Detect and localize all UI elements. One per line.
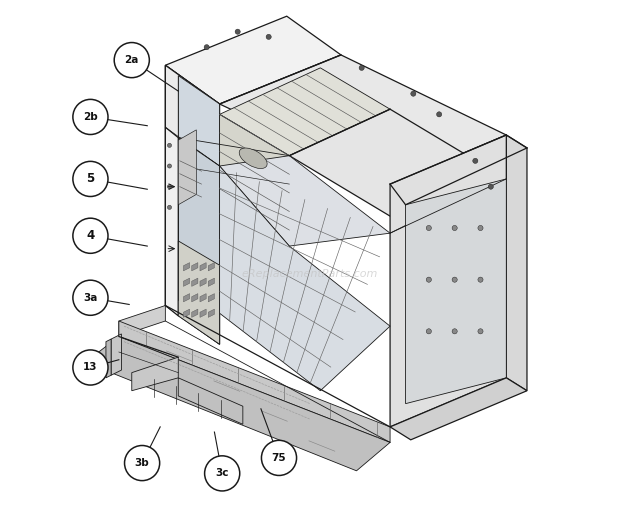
- Polygon shape: [390, 135, 507, 427]
- Polygon shape: [119, 321, 390, 442]
- Polygon shape: [219, 166, 390, 391]
- Polygon shape: [119, 306, 166, 337]
- Circle shape: [167, 143, 172, 148]
- Circle shape: [235, 29, 241, 34]
- Polygon shape: [179, 138, 219, 344]
- Polygon shape: [219, 68, 390, 156]
- Polygon shape: [184, 278, 190, 286]
- Polygon shape: [166, 65, 219, 344]
- Polygon shape: [179, 378, 243, 424]
- Polygon shape: [405, 179, 507, 404]
- Polygon shape: [86, 337, 390, 471]
- Circle shape: [167, 164, 172, 168]
- Circle shape: [478, 225, 483, 231]
- Circle shape: [167, 205, 172, 209]
- Polygon shape: [179, 130, 197, 205]
- Polygon shape: [208, 263, 215, 271]
- Polygon shape: [200, 263, 206, 271]
- Circle shape: [262, 440, 296, 476]
- Circle shape: [452, 277, 457, 282]
- Text: 3b: 3b: [135, 458, 149, 468]
- Polygon shape: [179, 76, 219, 166]
- Circle shape: [73, 218, 108, 253]
- Circle shape: [125, 445, 160, 481]
- Circle shape: [426, 277, 432, 282]
- Circle shape: [73, 162, 108, 196]
- Circle shape: [73, 350, 108, 385]
- Polygon shape: [111, 334, 122, 375]
- Polygon shape: [106, 339, 111, 378]
- Circle shape: [436, 112, 441, 117]
- Polygon shape: [166, 127, 179, 316]
- Polygon shape: [184, 263, 190, 271]
- Polygon shape: [166, 65, 219, 127]
- Polygon shape: [192, 263, 198, 271]
- Polygon shape: [290, 109, 507, 225]
- Circle shape: [478, 329, 483, 334]
- Polygon shape: [208, 278, 215, 286]
- Circle shape: [426, 225, 432, 231]
- Ellipse shape: [239, 148, 267, 168]
- Circle shape: [73, 99, 108, 135]
- Circle shape: [359, 65, 364, 70]
- Polygon shape: [166, 16, 341, 104]
- Text: 75: 75: [272, 453, 286, 463]
- Polygon shape: [184, 294, 190, 302]
- Text: 2b: 2b: [83, 112, 98, 122]
- Text: 5: 5: [86, 172, 95, 185]
- Polygon shape: [219, 55, 507, 184]
- Circle shape: [452, 225, 457, 231]
- Text: 13: 13: [83, 363, 98, 372]
- Polygon shape: [132, 357, 179, 391]
- Polygon shape: [200, 294, 206, 302]
- Circle shape: [488, 184, 494, 189]
- Circle shape: [73, 280, 108, 315]
- Polygon shape: [192, 278, 198, 286]
- Polygon shape: [219, 156, 390, 246]
- Polygon shape: [179, 241, 219, 344]
- Polygon shape: [390, 378, 527, 440]
- Circle shape: [266, 34, 272, 39]
- Circle shape: [410, 91, 416, 96]
- Polygon shape: [192, 294, 198, 302]
- Circle shape: [478, 277, 483, 282]
- Text: 3c: 3c: [215, 468, 229, 479]
- Polygon shape: [507, 135, 527, 391]
- Circle shape: [452, 329, 457, 334]
- Circle shape: [205, 456, 240, 491]
- Text: 2a: 2a: [125, 55, 139, 65]
- Polygon shape: [208, 294, 215, 302]
- Text: eReplacementParts.com: eReplacementParts.com: [242, 269, 378, 280]
- Circle shape: [167, 184, 172, 189]
- Polygon shape: [200, 278, 206, 286]
- Circle shape: [472, 159, 478, 163]
- Polygon shape: [184, 309, 190, 318]
- Polygon shape: [192, 309, 198, 318]
- Polygon shape: [208, 309, 215, 318]
- Polygon shape: [200, 309, 206, 318]
- Text: 4: 4: [86, 229, 95, 242]
- Text: 3a: 3a: [83, 293, 97, 303]
- Circle shape: [204, 45, 210, 50]
- Circle shape: [426, 329, 432, 334]
- Polygon shape: [219, 114, 290, 249]
- Circle shape: [114, 42, 149, 78]
